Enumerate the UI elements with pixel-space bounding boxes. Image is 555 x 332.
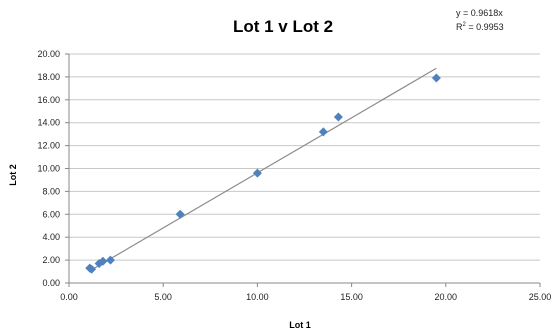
x-tick-label-25.00: 25.00	[529, 292, 552, 302]
x-tick-label-5.00: 5.00	[154, 292, 172, 302]
r-squared-value: = 0.9953	[466, 22, 504, 32]
trendline-r-squared: R2 = 0.9953	[456, 22, 504, 32]
y-tick-label-16.00: 16.00	[37, 95, 60, 105]
data-point-6	[175, 209, 185, 219]
data-point-9	[333, 112, 343, 122]
x-tick-label-20.00: 20.00	[435, 292, 458, 302]
data-point-2	[87, 264, 97, 274]
y-tick-label-2.00: 2.00	[42, 255, 60, 265]
trendline-layer	[89, 67, 437, 272]
y-tick-label-14.00: 14.00	[37, 118, 60, 128]
gridlines	[69, 53, 540, 261]
y-tick-label-8.00: 8.00	[42, 186, 60, 196]
trendline	[89, 67, 437, 272]
y-tick-label-18.00: 18.00	[37, 72, 60, 82]
data-points	[85, 73, 441, 274]
y-axis-label: Lot 2	[8, 164, 18, 186]
data-point-7	[252, 168, 262, 178]
x-tick-label-10.00: 10.00	[246, 292, 269, 302]
data-point-10	[431, 73, 441, 83]
data-point-4	[98, 256, 108, 266]
y-tick-label-0.00: 0.00	[42, 278, 60, 288]
x-tick-label-15.00: 15.00	[340, 292, 363, 302]
y-axis-ticks: 0.00 2.00 4.00 6.00 8.00 10.00 12.00 14.00 16.00…	[37, 49, 69, 288]
r-squared-superscript: 2	[463, 22, 467, 28]
y-tick-label-20.00: 20.00	[37, 49, 60, 59]
x-axis-ticks: 0.00 5.00 10.00 15.00 20.00 25.00	[60, 283, 551, 302]
data-point-8	[318, 127, 328, 137]
y-tick-label-12.00: 12.00	[37, 141, 60, 151]
data-point-5	[105, 255, 115, 265]
chart-title: Lot 1 v Lot 2	[233, 17, 333, 36]
trendline-equation: y = 0.9618x	[456, 8, 503, 18]
y-tick-label-10.00: 10.00	[37, 164, 60, 174]
x-axis-label: Lot 1	[289, 320, 311, 330]
x-tick-label-0.00: 0.00	[60, 292, 78, 302]
y-tick-label-4.00: 4.00	[42, 232, 60, 242]
y-tick-label-6.00: 6.00	[42, 209, 60, 219]
r-squared-label: R	[456, 22, 463, 32]
